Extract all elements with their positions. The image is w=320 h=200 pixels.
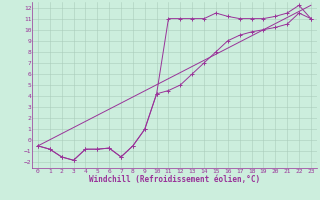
X-axis label: Windchill (Refroidissement éolien,°C): Windchill (Refroidissement éolien,°C) [89,175,260,184]
